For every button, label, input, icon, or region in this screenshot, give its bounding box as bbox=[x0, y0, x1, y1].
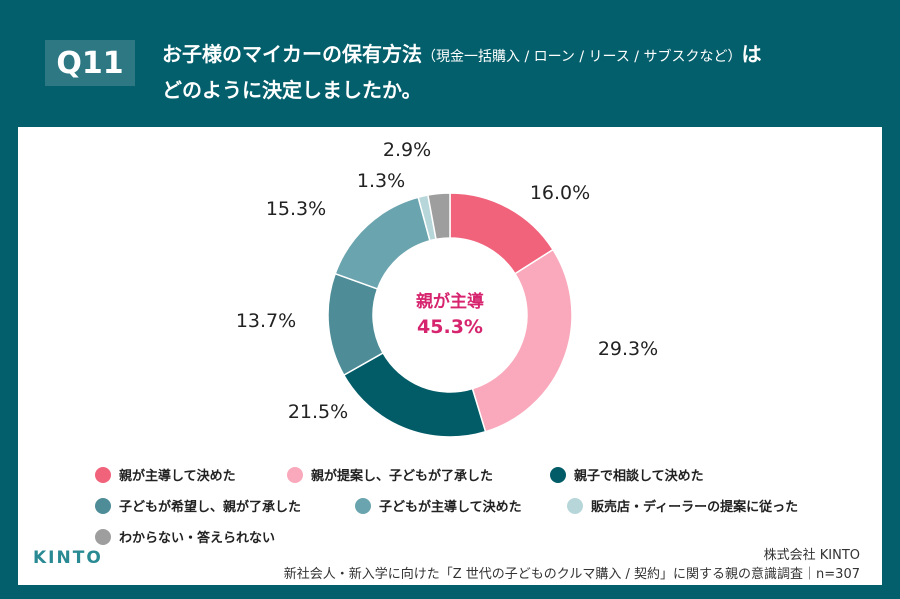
legend-swatch bbox=[95, 466, 111, 483]
legend-swatch bbox=[550, 466, 566, 483]
title-sub: （現金一括購入 / ローン / リース / サブスクなど） bbox=[422, 49, 742, 65]
data-label: 1.3% bbox=[357, 170, 405, 192]
source-note: 新社会人・新入学に向けた「Z 世代の子どものクルマ購入 / 契約」に関する親の意… bbox=[283, 567, 860, 582]
legend-item: 販売店・ディーラーの提案に従った bbox=[567, 496, 798, 515]
center-value: 45.3% bbox=[417, 316, 483, 338]
donut-slice bbox=[342, 351, 487, 438]
legend-item: 子どもが主導して決めた bbox=[355, 496, 522, 515]
legend-swatch bbox=[95, 497, 111, 514]
legend-item: 親子で相談して決めた bbox=[550, 465, 704, 484]
company-name: 株式会社 KINTO bbox=[763, 548, 860, 563]
legend-label: わからない・答えられない bbox=[119, 531, 276, 546]
legend-item: 子どもが希望し、親が了承した bbox=[95, 496, 301, 515]
data-label: 2.9% bbox=[383, 139, 431, 161]
legend-swatch bbox=[567, 497, 583, 514]
legend-item: わからない・答えられない bbox=[95, 527, 275, 546]
legend-label: 親が提案し、子どもが了承した bbox=[311, 469, 494, 484]
title-main: お子様のマイカーの保有方法 bbox=[162, 42, 422, 66]
page-title: お子様のマイカーの保有方法（現金一括購入 / ローン / リース / サブスクな… bbox=[162, 38, 862, 107]
donut-slice bbox=[427, 192, 451, 241]
data-label: 15.3% bbox=[266, 198, 326, 220]
center-label: 親が主導 bbox=[416, 291, 484, 312]
legend-swatch bbox=[355, 497, 371, 514]
data-label: 21.5% bbox=[288, 401, 348, 423]
donut-slice bbox=[471, 248, 573, 433]
legend-swatch bbox=[95, 528, 111, 545]
legend-item: 親が提案し、子どもが了承した bbox=[287, 465, 493, 484]
legend-label: 子どもが希望し、親が了承した bbox=[119, 500, 302, 515]
data-label: 16.0% bbox=[530, 182, 590, 204]
title-end: は bbox=[741, 42, 762, 66]
legend-label: 販売店・ディーラーの提案に従った bbox=[591, 500, 799, 515]
legend-item: 親が主導して決めた bbox=[95, 465, 236, 484]
title-line2: どのように決定しましたか。 bbox=[162, 78, 422, 102]
kinto-logo: KINTO bbox=[33, 548, 103, 568]
data-label: 29.3% bbox=[598, 338, 658, 360]
donut-slice bbox=[334, 196, 431, 290]
data-label: 13.7% bbox=[236, 310, 296, 332]
legend-swatch bbox=[287, 466, 303, 483]
legend-label: 子どもが主導して決めた bbox=[379, 500, 522, 515]
legend-label: 親が主導して決めた bbox=[119, 469, 236, 484]
question-badge: Q11 bbox=[45, 40, 135, 86]
legend-label: 親子で相談して決めた bbox=[574, 469, 704, 484]
